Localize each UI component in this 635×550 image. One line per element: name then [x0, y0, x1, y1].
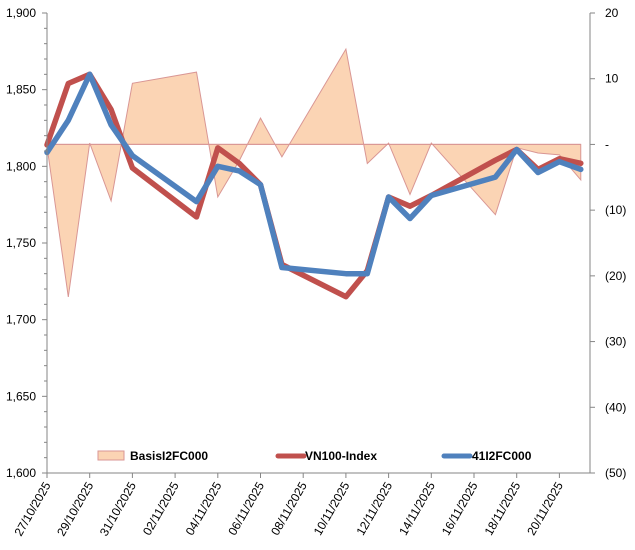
- x-tick-label: 02/11/2025: [140, 479, 182, 538]
- legend-label-vn100: VN100-Index: [305, 449, 377, 463]
- 41i2fc000-line: [44, 71, 584, 277]
- left-tick-label: 1,750: [6, 236, 36, 250]
- right-tick-label: (10): [605, 203, 626, 217]
- left-tick-label: 1,600: [6, 466, 36, 480]
- x-tick-label: 20/11/2025: [524, 479, 566, 538]
- x-tick-label: 10/11/2025: [311, 479, 353, 538]
- left-tick-label: 1,850: [6, 83, 36, 97]
- x-tick-label: 14/11/2025: [396, 479, 438, 538]
- legend-label-basis: BasisI2FC000: [130, 449, 208, 463]
- left-tick-label: 1,650: [6, 389, 36, 403]
- right-tick-label: -: [605, 137, 609, 151]
- x-tick-label: 31/10/2025: [97, 479, 139, 538]
- right-tick-label: (50): [605, 466, 626, 480]
- x-tick-label: 08/11/2025: [268, 479, 310, 538]
- x-tick-label: 12/11/2025: [353, 479, 395, 538]
- right-tick-label: 20: [605, 6, 619, 20]
- left-tick-label: 1,900: [6, 6, 36, 20]
- legend-swatch-basis: [97, 450, 125, 461]
- left-tick-label: 1,700: [6, 313, 36, 327]
- legend: BasisI2FC000 VN100-Index 41I2FC000: [97, 449, 532, 463]
- x-tick-label: 29/10/2025: [54, 479, 96, 538]
- right-tick-label: 10: [605, 72, 619, 86]
- legend-label-41i2fc000: 41I2FC000: [472, 449, 532, 463]
- left-tick-label: 1,800: [6, 159, 36, 173]
- x-tick-label: 18/11/2025: [482, 479, 524, 538]
- x-tick-label: 06/11/2025: [225, 479, 267, 538]
- right-tick-label: (20): [605, 269, 626, 283]
- right-tick-label: (30): [605, 335, 626, 349]
- basis-area-layer: [46, 47, 582, 297]
- x-tick-label: 16/11/2025: [439, 479, 481, 538]
- x-tick-label: 27/10/2025: [11, 479, 53, 538]
- basis-area: [46, 47, 582, 297]
- x-tick-label: 04/11/2025: [183, 479, 225, 538]
- right-tick-label: (40): [605, 400, 626, 414]
